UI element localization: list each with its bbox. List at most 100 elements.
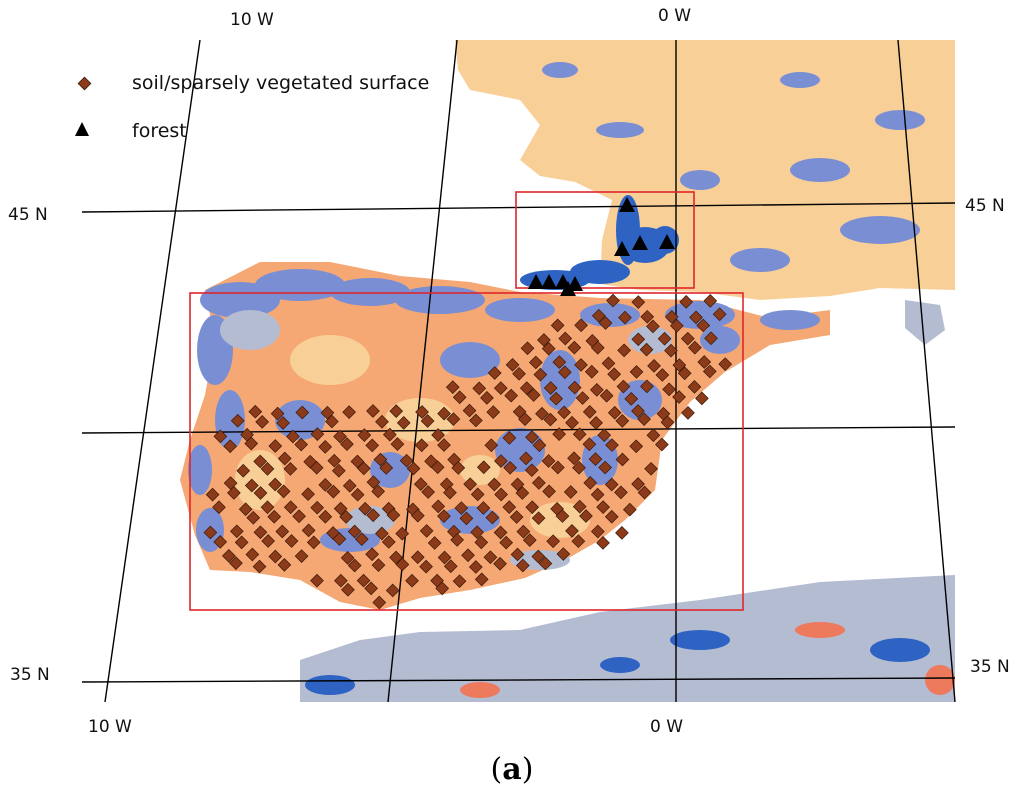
- soil-site-marker: [494, 487, 508, 502]
- forest-site-markers: [528, 197, 675, 296]
- legend-soil-label: soil/sparsely vegetated surface: [132, 72, 430, 94]
- vegetation-patch: [596, 122, 644, 138]
- soil-site-marker: [588, 452, 603, 467]
- soil-site-marker: [629, 365, 644, 379]
- soil-site-marker: [703, 294, 718, 308]
- soil-site-marker: [276, 484, 291, 499]
- soil-site-marker: [245, 547, 260, 562]
- soil-site-marker: [646, 428, 661, 443]
- vegetation-patch: [485, 298, 555, 322]
- soil-site-marker: [260, 461, 275, 476]
- vegetation-patch: [540, 350, 580, 410]
- soil-site-marker: [212, 500, 226, 515]
- soil-site-marker: [582, 405, 597, 419]
- soil-site-marker: [583, 476, 598, 490]
- soil-site-marker: [451, 461, 466, 475]
- soil-site-marker: [614, 485, 628, 500]
- soil-site-marker: [284, 534, 299, 548]
- soil-site-marker: [318, 440, 333, 454]
- vegetation-patch: [330, 278, 410, 306]
- soil-site-marker: [395, 526, 410, 541]
- soil-site-marker: [598, 316, 613, 330]
- soil-site-marker: [541, 341, 556, 356]
- soil-site-marker: [395, 557, 410, 572]
- soil-site-marker: [301, 487, 315, 501]
- soil-site-marker: [414, 438, 429, 453]
- soil-site-marker: [437, 438, 451, 452]
- soil-site-marker: [327, 453, 342, 468]
- soil-site-marker: [524, 463, 539, 478]
- soil-site-marker: [616, 379, 631, 394]
- soil-site-marker: [340, 551, 355, 565]
- soil-site-marker: [306, 535, 321, 550]
- soil-site-marker: [589, 416, 603, 430]
- soil-site-marker: [419, 524, 434, 538]
- soil-site-marker: [502, 431, 517, 445]
- soil-site-marker: [342, 405, 356, 419]
- soil-site-marker: [246, 510, 261, 525]
- vegetation-patch: [875, 110, 925, 130]
- soil-site-marker: [283, 462, 298, 476]
- legend-forest-label: forest: [132, 120, 187, 142]
- soil-site-marker: [596, 500, 610, 514]
- soil-site-marker: [253, 454, 268, 469]
- soil-site-marker: [375, 414, 389, 429]
- soil-site-marker: [230, 413, 245, 428]
- soil-site-marker: [565, 524, 579, 538]
- soil-site-marker: [555, 509, 570, 523]
- soil-site-marker: [381, 535, 396, 549]
- soil-site-marker: [615, 452, 630, 467]
- soil-site-marker: [277, 557, 292, 572]
- soil-site-marker: [503, 460, 517, 475]
- soil-site-marker: [531, 511, 546, 526]
- soil-site-marker: [309, 460, 324, 475]
- soil-site-marker: [203, 525, 218, 540]
- soil-site-marker: [463, 477, 478, 492]
- soil-site-marker: [326, 484, 341, 499]
- soil-site-marker: [389, 550, 403, 565]
- soil-site-marker: [341, 582, 355, 597]
- africa-patch: [305, 675, 355, 695]
- vegetation-patch: [255, 269, 345, 301]
- soil-site-marker: [268, 549, 283, 564]
- soil-site-marker: [476, 501, 491, 515]
- soil-site-marker: [480, 391, 494, 405]
- soil-site-marker: [512, 366, 526, 381]
- soil-site-marker: [275, 524, 290, 539]
- soil-site-marker: [655, 437, 669, 452]
- soil-site-marker: [292, 509, 306, 524]
- soil-site-marker: [431, 499, 446, 514]
- soil-site-marker: [437, 406, 451, 421]
- vegetation-patch: [790, 158, 850, 182]
- soil-site-marker: [310, 573, 324, 588]
- soil-site-marker: [459, 511, 474, 526]
- lat-label-left-35n: 35 N: [10, 665, 50, 685]
- vegetation-patch: [680, 170, 720, 190]
- soil-site-marker: [637, 412, 651, 427]
- soil-site-marker: [294, 437, 309, 452]
- soil-site-marker: [669, 318, 684, 333]
- forest-site-marker: [614, 241, 630, 256]
- soil-site-marker: [461, 548, 475, 563]
- soil-site-marker: [485, 510, 500, 525]
- soil-site-marker: [283, 500, 298, 515]
- soil-site-marker: [255, 415, 270, 429]
- soil-site-marker: [546, 534, 560, 549]
- soil-site-marker: [334, 573, 348, 588]
- soil-site-marker: [252, 559, 267, 574]
- soil-site-marker: [493, 525, 508, 540]
- soil-site-marker: [420, 414, 435, 428]
- soil-site-marker: [399, 453, 414, 468]
- soil-site-marker: [515, 558, 530, 573]
- soil-site-marker: [607, 405, 622, 420]
- soil-site-marker: [525, 430, 539, 445]
- soil-site-marker: [365, 547, 379, 562]
- soil-site-marker: [301, 523, 316, 538]
- vegetation-patch: [618, 380, 662, 420]
- soil-site-marker: [532, 438, 547, 453]
- soil-site-marker: [537, 333, 551, 347]
- soil-site-marker: [591, 308, 606, 323]
- parallel-35n: [81, 677, 956, 683]
- soil-site-marker: [558, 331, 573, 346]
